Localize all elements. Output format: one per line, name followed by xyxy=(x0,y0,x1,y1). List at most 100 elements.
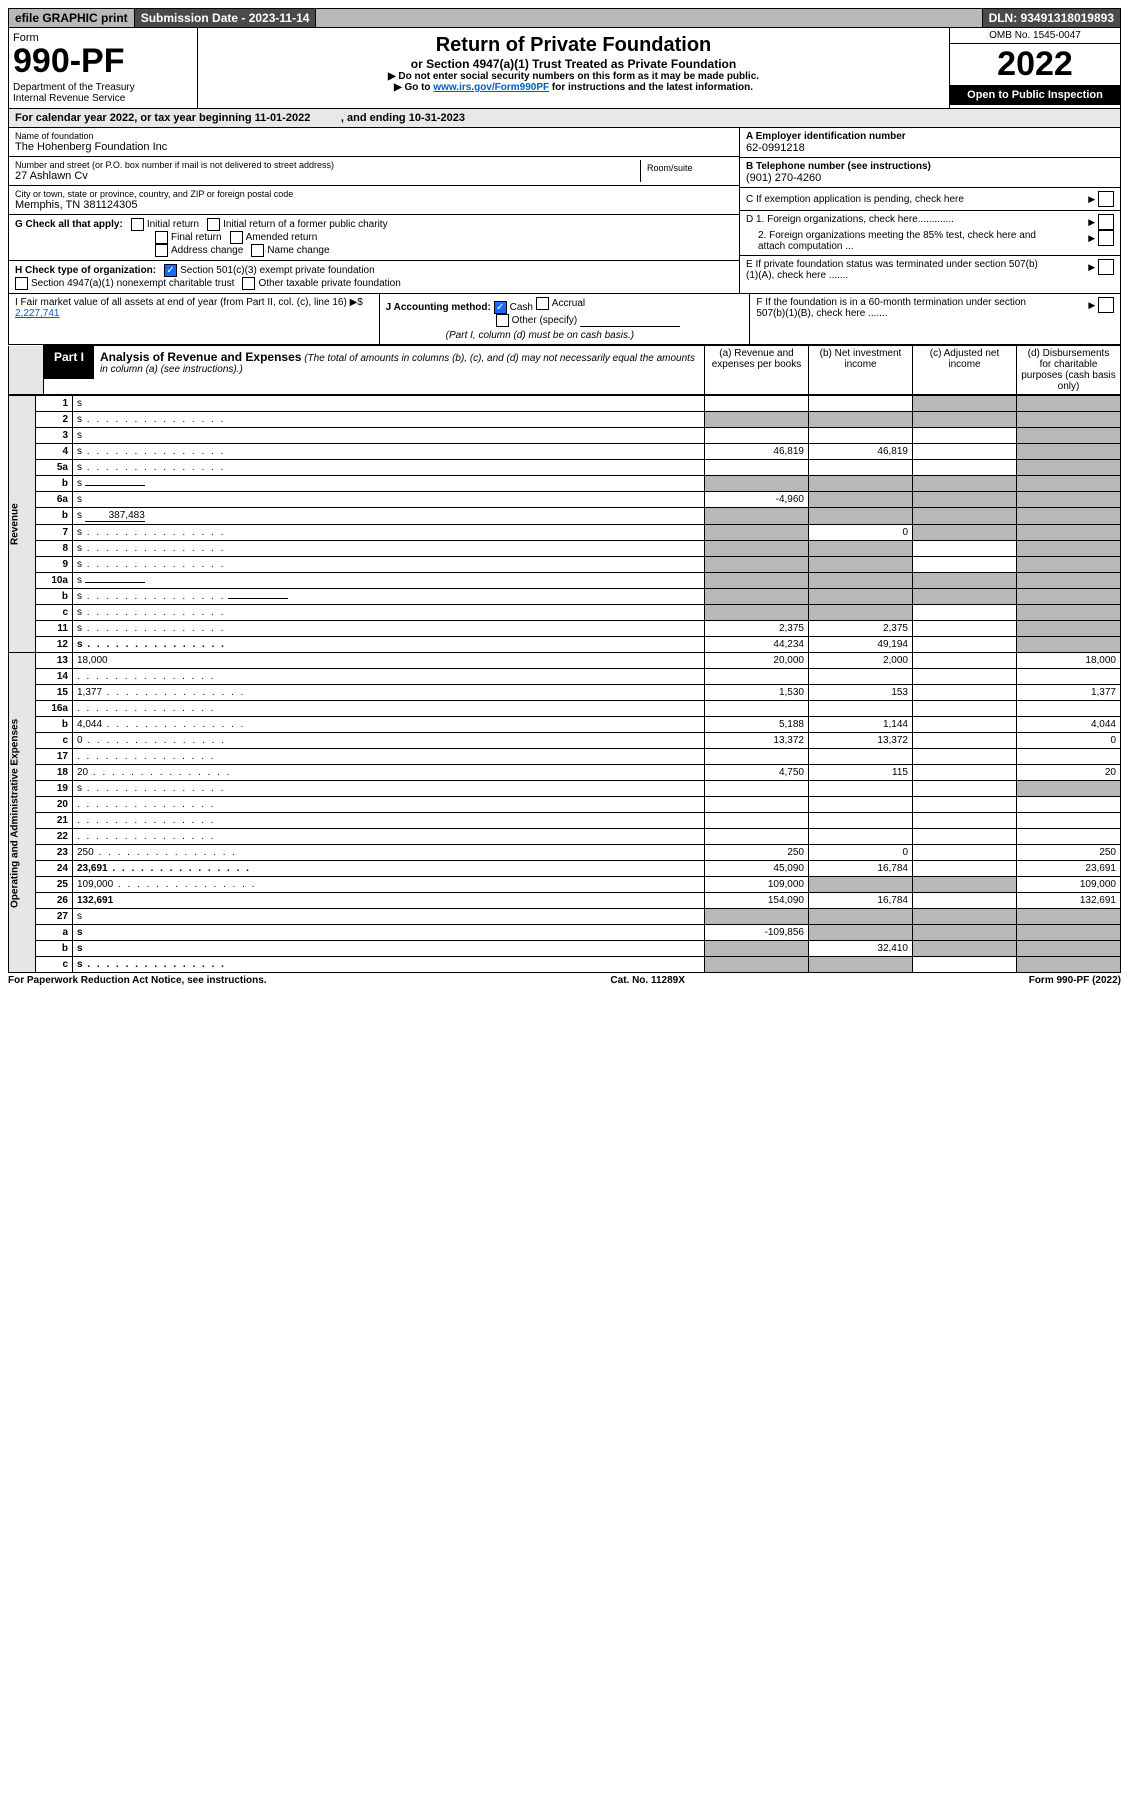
info-right-col: A Employer identification number 62-0991… xyxy=(739,128,1120,293)
amount-cell-d: 132,691 xyxy=(1017,893,1121,909)
chk-4947[interactable]: Section 4947(a)(1) nonexempt charitable … xyxy=(15,277,234,290)
info-left-col: Name of foundation The Hohenberg Foundat… xyxy=(9,128,739,293)
h-check-cell: H Check type of organization: Section 50… xyxy=(9,261,739,293)
line-description: 18,000 xyxy=(73,653,705,669)
table-row: 11s2,3752,375 xyxy=(9,621,1121,637)
table-row: 5as xyxy=(9,460,1121,476)
amount-cell-d xyxy=(1017,508,1121,525)
header-left: Form 990-PF Department of the Treasury I… xyxy=(9,28,198,108)
chk-initial-return[interactable]: Initial return xyxy=(131,218,199,231)
table-row: 232502500250 xyxy=(9,845,1121,861)
amount-cell-b: 32,410 xyxy=(809,941,913,957)
amount-cell-a: -4,960 xyxy=(705,492,809,508)
d-cell: D 1. Foreign organizations, check here..… xyxy=(740,211,1120,256)
room-label: Room/suite xyxy=(647,163,727,173)
amount-cell-a: -109,856 xyxy=(705,925,809,941)
chk-other[interactable]: Other (specify) xyxy=(496,314,578,327)
irs-link[interactable]: www.irs.gov/Form990PF xyxy=(433,82,549,93)
amount-cell-a: 46,819 xyxy=(705,444,809,460)
line-number: 9 xyxy=(36,557,73,573)
g-opt-5: Name change xyxy=(267,245,329,256)
other-specify-field[interactable] xyxy=(580,326,680,327)
line-number: 7 xyxy=(36,525,73,541)
line-number: 16a xyxy=(36,701,73,717)
amount-cell-c xyxy=(913,813,1017,829)
line-description: s xyxy=(73,541,705,557)
amount-cell-b xyxy=(809,669,913,685)
line-number: b xyxy=(36,941,73,957)
line-description: s xyxy=(73,621,705,637)
amount-cell-d: 250 xyxy=(1017,845,1121,861)
revenue-side-label: Revenue xyxy=(9,396,36,653)
amount-cell-c xyxy=(913,653,1017,669)
i-amount[interactable]: 2,227,741 xyxy=(15,308,60,319)
line-number: b xyxy=(36,476,73,492)
chk-name-change[interactable]: Name change xyxy=(251,244,329,257)
arrow-icon xyxy=(1088,233,1095,244)
main-data-table: Revenue1s2s3s4s46,81946,8195asbs 6as-4,9… xyxy=(8,395,1121,973)
chk-d2[interactable] xyxy=(1098,230,1114,246)
table-row: c013,37213,3720 xyxy=(9,733,1121,749)
table-row: 25109,000109,000109,000 xyxy=(9,877,1121,893)
amount-cell-b xyxy=(809,749,913,765)
line-number: 26 xyxy=(36,893,73,909)
line-number: c xyxy=(36,733,73,749)
line-number: b xyxy=(36,508,73,525)
amount-cell-b xyxy=(809,877,913,893)
amount-cell-b xyxy=(809,589,913,605)
table-row: bs32,410 xyxy=(9,941,1121,957)
line-description: s xyxy=(73,781,705,797)
amount-cell-b xyxy=(809,460,913,476)
chk-c[interactable] xyxy=(1098,191,1114,207)
chk-501c3[interactable]: Section 501(c)(3) exempt private foundat… xyxy=(164,264,375,277)
amount-cell-b xyxy=(809,412,913,428)
amount-cell-c xyxy=(913,717,1017,733)
amount-cell-d xyxy=(1017,589,1121,605)
chk-final-return[interactable]: Final return xyxy=(155,231,222,244)
line-number: c xyxy=(36,957,73,973)
line-number: 18 xyxy=(36,765,73,781)
dln-label: DLN: 93491318019893 xyxy=(983,9,1120,27)
amount-cell-c xyxy=(913,589,1017,605)
chk-d1[interactable] xyxy=(1098,214,1114,230)
chk-cash[interactable]: Cash xyxy=(494,301,533,314)
city-cell: City or town, state or province, country… xyxy=(9,186,739,215)
chk-f[interactable] xyxy=(1098,297,1114,313)
amount-cell-d: 23,691 xyxy=(1017,861,1121,877)
table-row: 19s xyxy=(9,781,1121,797)
line-number: 3 xyxy=(36,428,73,444)
amount-cell-b xyxy=(809,909,913,925)
amount-cell-a xyxy=(705,476,809,492)
header-center: Return of Private Foundation or Section … xyxy=(198,28,949,108)
chk-initial-former[interactable]: Initial return of a former public charit… xyxy=(207,218,388,231)
inline-amount-field xyxy=(228,598,288,599)
table-row: 21 xyxy=(9,813,1121,829)
ein-value: 62-0991218 xyxy=(746,142,1114,154)
chk-e[interactable] xyxy=(1098,259,1114,275)
amount-cell-b xyxy=(809,781,913,797)
chk-other-taxable[interactable]: Other taxable private foundation xyxy=(242,277,400,290)
chk-amended-return[interactable]: Amended return xyxy=(230,231,318,244)
amount-cell-c xyxy=(913,492,1017,508)
line-number: 15 xyxy=(36,685,73,701)
ein-cell: A Employer identification number 62-0991… xyxy=(740,128,1120,158)
line-description: s xyxy=(73,605,705,621)
chk-address-change[interactable]: Address change xyxy=(155,244,243,257)
amount-cell-d xyxy=(1017,557,1121,573)
line-description: 1,377 xyxy=(73,685,705,701)
name-label: Name of foundation xyxy=(15,131,733,141)
f-label: F If the foundation is in a 60-month ter… xyxy=(756,297,1056,341)
line-description: 132,691 xyxy=(73,893,705,909)
amount-cell-d xyxy=(1017,605,1121,621)
line-number: 25 xyxy=(36,877,73,893)
line-description: 4,044 xyxy=(73,717,705,733)
chk-accrual[interactable]: Accrual xyxy=(536,297,585,310)
amount-cell-a xyxy=(705,428,809,444)
amount-cell-b: 115 xyxy=(809,765,913,781)
top-bar: efile GRAPHIC print Submission Date - 20… xyxy=(8,8,1121,28)
amount-cell-c xyxy=(913,428,1017,444)
amount-cell-a xyxy=(705,749,809,765)
table-row: 14 xyxy=(9,669,1121,685)
j-note: (Part I, column (d) must be on cash basi… xyxy=(446,330,744,341)
arrow-icon xyxy=(1088,300,1095,311)
